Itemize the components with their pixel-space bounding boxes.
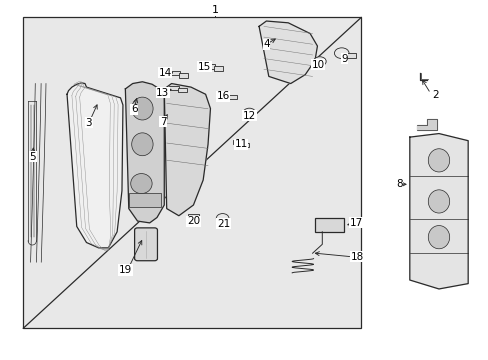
Text: 10: 10	[311, 60, 325, 70]
Text: 11: 11	[234, 139, 247, 149]
Text: 12: 12	[242, 111, 255, 121]
Text: 21: 21	[217, 219, 230, 229]
FancyBboxPatch shape	[134, 228, 157, 261]
Text: 1: 1	[211, 5, 218, 15]
Text: 5: 5	[30, 152, 36, 162]
Bar	[177, 88, 186, 92]
Text: 6: 6	[131, 104, 137, 114]
Text: 2: 2	[431, 90, 438, 100]
Bar	[214, 66, 223, 71]
Text: 4: 4	[263, 39, 269, 49]
Text: 18: 18	[350, 252, 363, 262]
Text: 15: 15	[198, 62, 211, 72]
Bar	[188, 214, 198, 219]
Bar	[232, 140, 242, 144]
Text: 16: 16	[216, 91, 229, 102]
Polygon shape	[409, 134, 467, 289]
Bar	[23, 18, 361, 328]
Circle shape	[334, 48, 348, 59]
Bar	[314, 217, 344, 232]
Polygon shape	[416, 119, 436, 130]
Ellipse shape	[131, 133, 153, 156]
Text: 14: 14	[158, 68, 171, 78]
Polygon shape	[259, 21, 317, 84]
Text: 7: 7	[160, 117, 166, 127]
Ellipse shape	[427, 226, 449, 249]
Polygon shape	[125, 82, 164, 223]
Bar	[239, 143, 249, 147]
Ellipse shape	[427, 190, 449, 213]
Text: 19: 19	[119, 265, 132, 275]
Text: 20: 20	[186, 216, 200, 226]
Ellipse shape	[427, 149, 449, 172]
Bar	[220, 92, 229, 96]
Text: 13: 13	[156, 88, 169, 98]
Circle shape	[216, 213, 228, 223]
Circle shape	[313, 57, 325, 66]
Text: 3: 3	[85, 118, 92, 128]
Polygon shape	[67, 83, 122, 248]
Circle shape	[243, 108, 255, 117]
Bar	[205, 64, 215, 69]
Bar	[170, 71, 180, 75]
Bar	[169, 86, 178, 90]
Polygon shape	[164, 84, 210, 216]
Ellipse shape	[130, 174, 152, 194]
Bar	[179, 73, 188, 78]
Bar	[129, 193, 161, 207]
Text: 17: 17	[349, 218, 362, 228]
Bar	[228, 95, 237, 99]
Bar	[345, 53, 355, 58]
Ellipse shape	[131, 97, 153, 120]
Text: 9: 9	[341, 54, 347, 64]
Text: 8: 8	[395, 179, 402, 189]
